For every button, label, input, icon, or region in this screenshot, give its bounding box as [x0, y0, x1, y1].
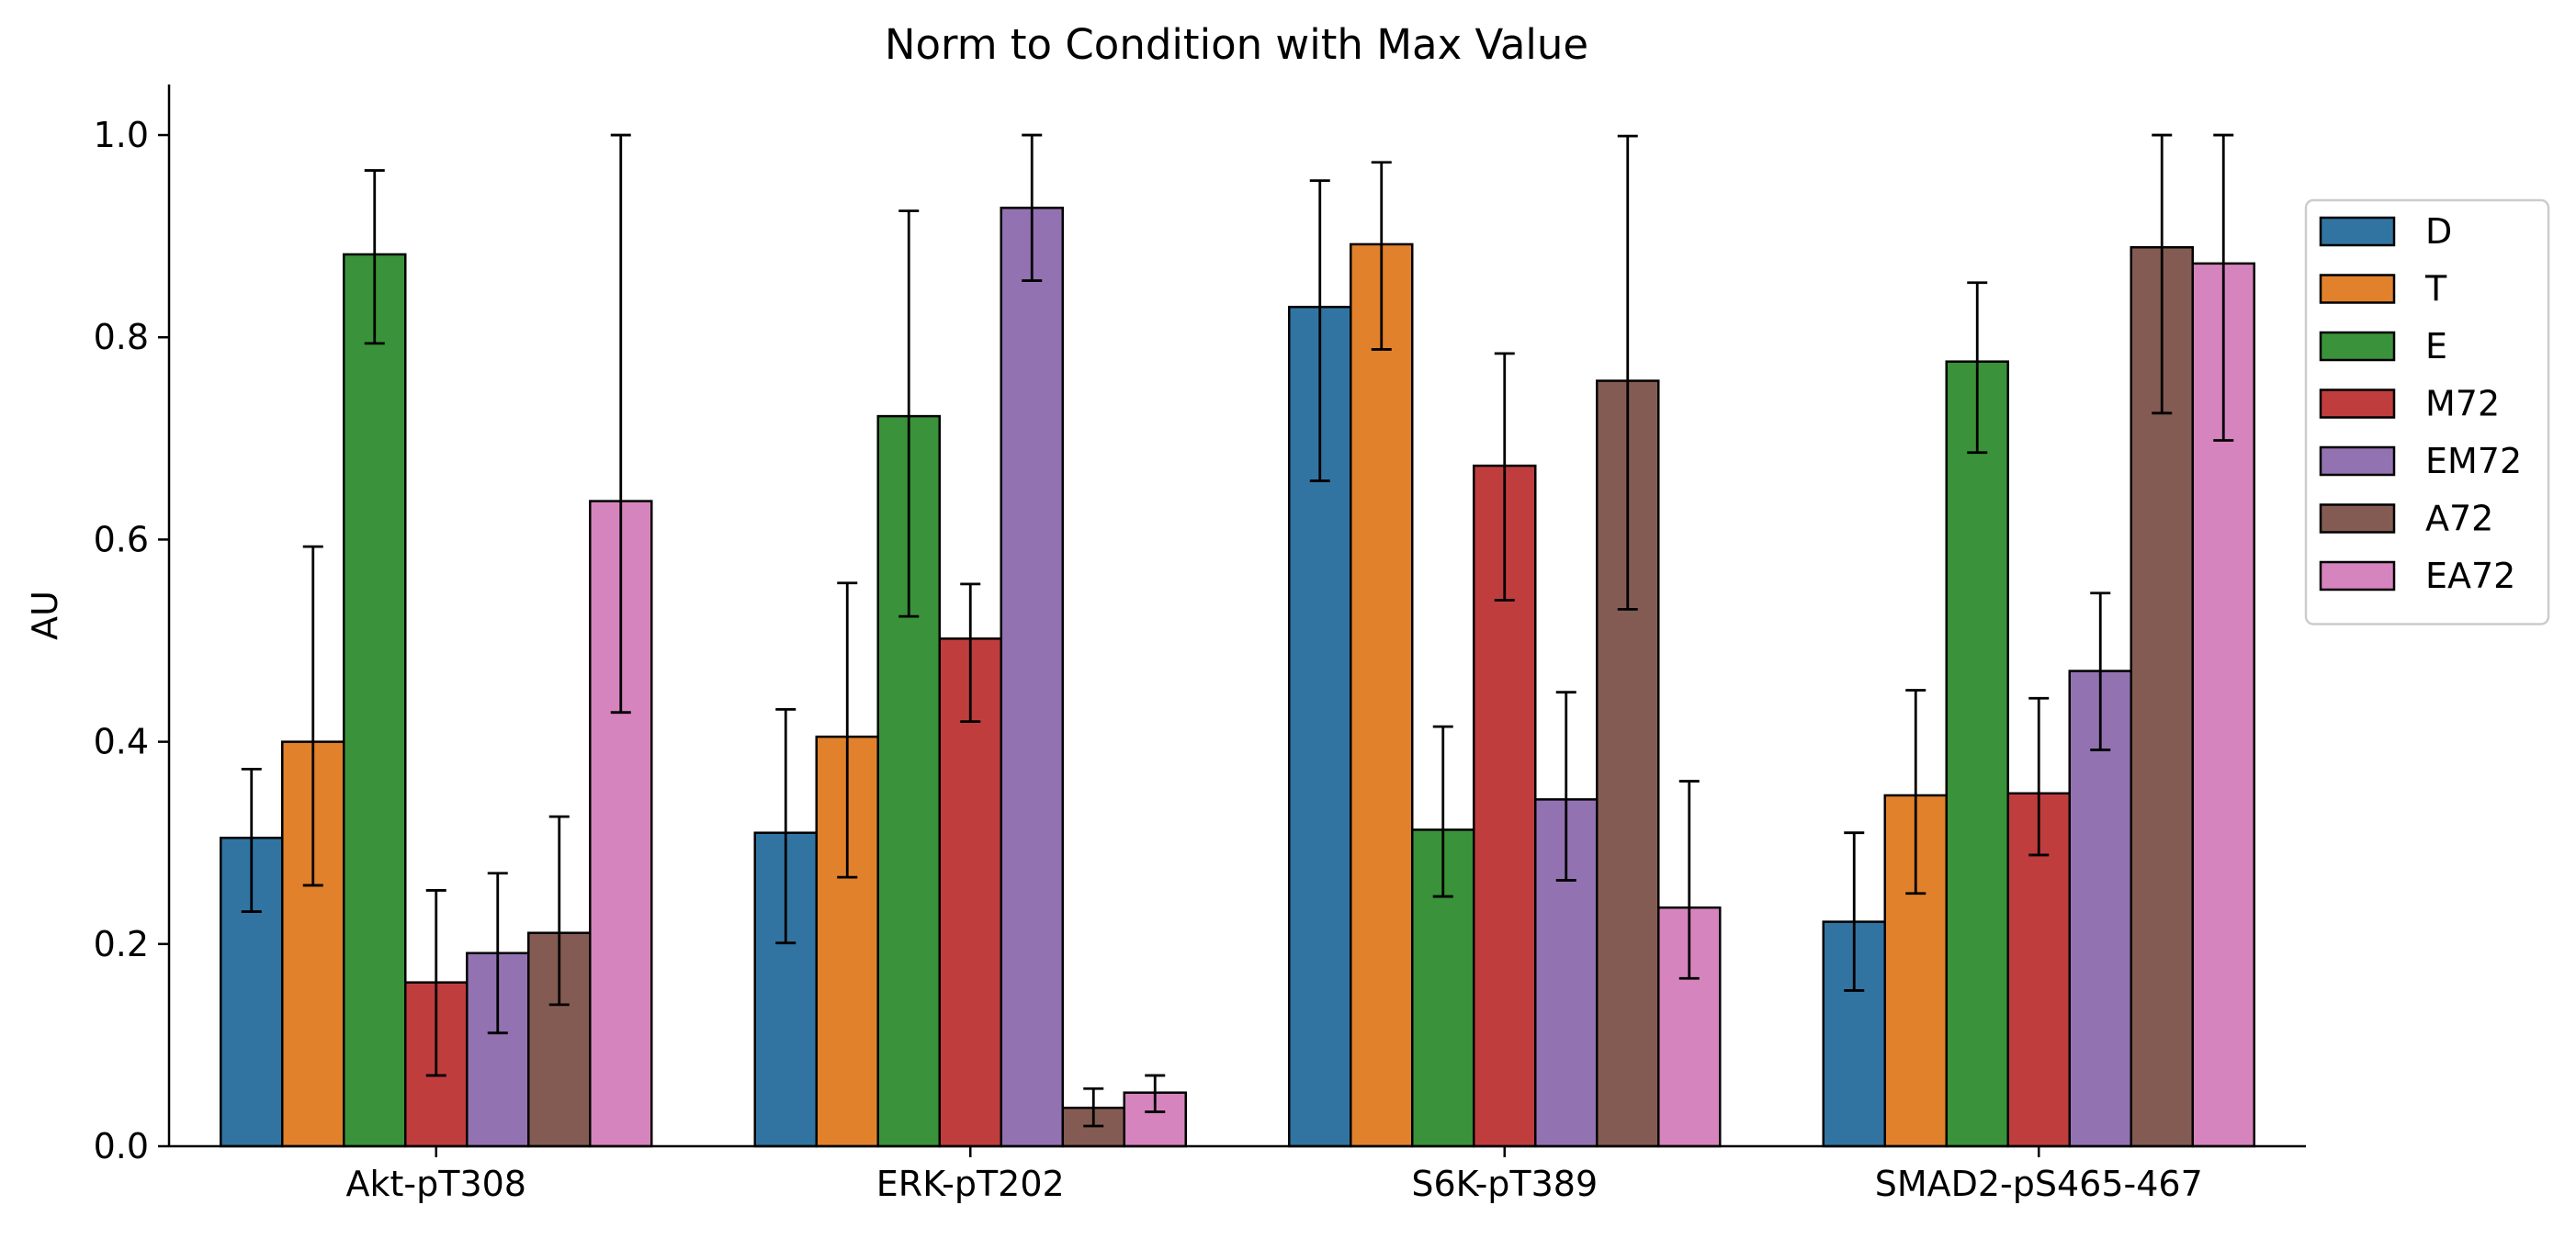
legend-item-d: D: [2319, 211, 2452, 252]
error-bar-e-3: [1967, 281, 1988, 455]
legend-item-a72: A72: [2319, 499, 2493, 539]
legend-label-t: T: [2424, 269, 2447, 310]
y-tick-label-4: 0.8: [94, 317, 149, 357]
error-bar-e-1: [898, 209, 920, 618]
bar-e-3: [1945, 360, 2009, 1148]
legend-swatch-e: [2319, 331, 2396, 362]
legend-label-d: D: [2425, 211, 2452, 252]
y-tick-label-2: 0.4: [94, 722, 149, 762]
legend-swatch-d: [2319, 216, 2396, 247]
error-bar-a72-1: [1083, 1087, 1104, 1128]
error-bar-d-3: [1844, 831, 1865, 992]
legend-label-m72: M72: [2425, 384, 2500, 424]
error-bar-d-2: [1309, 179, 1330, 482]
error-bar-m72-0: [425, 889, 446, 1077]
legend-swatch-t: [2319, 274, 2396, 304]
error-bar-em72-3: [2090, 591, 2111, 751]
y-axis-title: AU: [25, 591, 65, 640]
bar-e-0: [343, 253, 407, 1148]
legend-swatch-m72: [2319, 389, 2396, 419]
error-bar-a72-3: [2152, 133, 2173, 415]
error-bar-ea72-0: [610, 133, 631, 715]
error-bar-ea72-3: [2213, 133, 2234, 442]
legend-swatch-em72: [2319, 445, 2396, 477]
error-bar-m72-3: [2028, 696, 2050, 857]
y-tick-label-3: 0.6: [94, 519, 149, 559]
x-tick-label-3: SMAD2-pS465-467: [1875, 1164, 2203, 1204]
error-bar-d-0: [241, 767, 262, 913]
axes-layer: Akt-pT308 ERK-pT202 S6K-pT389 SMAD2-pS465-4…: [94, 84, 2306, 1204]
legend-label-ea72: EA72: [2425, 556, 2515, 596]
bar-t-2: [1350, 242, 1414, 1148]
error-bar-t-0: [302, 545, 323, 887]
y-tick-label-0: 0.0: [94, 1126, 149, 1166]
error-bar-em72-2: [1555, 691, 1576, 882]
error-bar-t-3: [1905, 689, 1926, 895]
y-tick-label-5: 1.0: [94, 115, 149, 155]
error-bar-ea72-2: [1678, 780, 1700, 980]
error-bar-e-2: [1432, 725, 1453, 898]
error-bar-t-1: [837, 581, 858, 879]
error-bar-t-2: [1371, 161, 1392, 351]
error-bar-a72-2: [1617, 134, 1638, 611]
legend-item-em72: EM72: [2319, 441, 2522, 481]
bar-em72-1: [1000, 207, 1064, 1148]
legend-label-a72: A72: [2425, 499, 2493, 539]
legend-item-e: E: [2319, 326, 2447, 366]
legend-swatch-a72: [2319, 503, 2396, 534]
error-bar-m72-2: [1494, 352, 1515, 602]
error-bars-layer: [241, 133, 2234, 1128]
legend-label-e: E: [2425, 326, 2447, 366]
legend-swatch-ea72: [2319, 560, 2396, 591]
x-tick-label-2: S6K-pT389: [1411, 1164, 1598, 1204]
error-bar-a72-0: [548, 815, 570, 1007]
x-tick-label-0: Akt-pT308: [346, 1164, 526, 1204]
legend-item-t: T: [2319, 269, 2447, 310]
error-bar-e-0: [364, 169, 385, 345]
chart-title: Norm to Condition with Max Value: [885, 20, 1588, 69]
legend-item-ea72: EA72: [2319, 556, 2515, 596]
error-bar-ea72-1: [1145, 1074, 1166, 1113]
error-bar-d-1: [775, 707, 797, 945]
y-tick-label-1: 0.2: [94, 924, 149, 964]
error-bar-em72-0: [487, 872, 508, 1035]
error-bar-em72-1: [1022, 133, 1043, 282]
error-bar-m72-1: [960, 582, 981, 723]
x-tick-label-1: ERK-pT202: [876, 1164, 1065, 1204]
legend-item-m72: M72: [2319, 384, 2500, 424]
legend-label-em72: EM72: [2425, 441, 2522, 481]
